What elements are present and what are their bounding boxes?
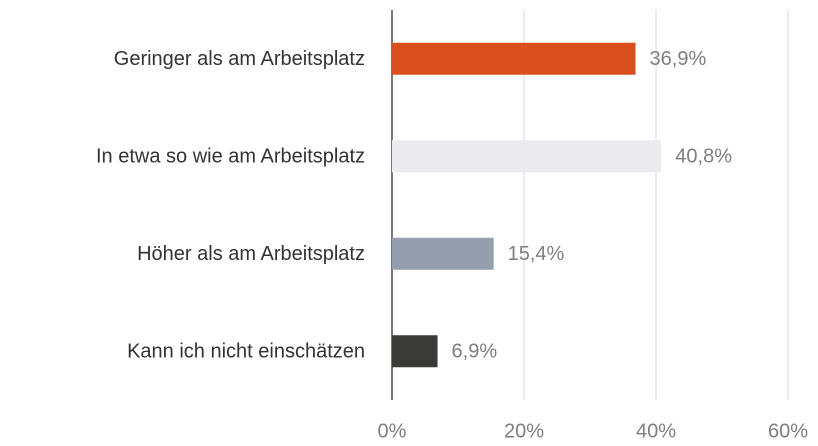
x-tick-label: 60% [768,420,808,442]
bar [392,237,494,270]
bar [392,140,662,173]
value-label: 6,9% [452,341,498,363]
y-tick-label: Kann ich nicht einschätzen [127,341,365,363]
bar [392,335,438,368]
y-tick-label: In etwa so wie am Arbeitsplatz [96,146,365,168]
value-label: 36,9% [650,48,707,70]
value-label: 40,8% [675,146,732,168]
x-tick-label: 40% [636,420,676,442]
value-label: 15,4% [508,243,565,265]
y-tick-label: Höher als am Arbeitsplatz [137,243,365,265]
x-tick-label: 0% [378,420,407,442]
y-tick-label: Geringer als am Arbeitsplatz [114,48,365,70]
bar [392,42,636,75]
x-tick-label: 20% [504,420,544,442]
